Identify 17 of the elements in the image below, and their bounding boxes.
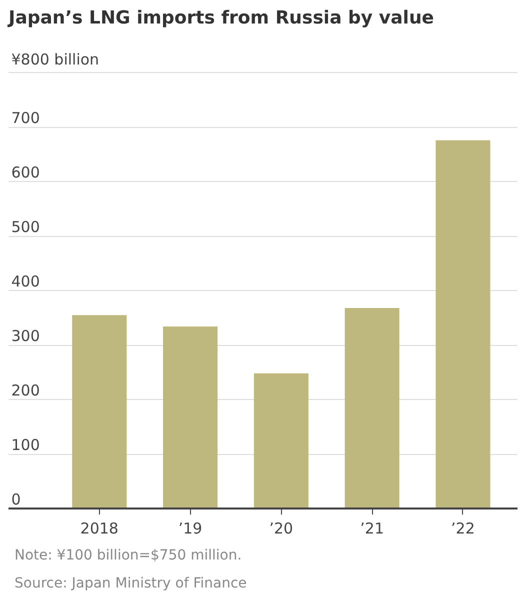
y-tick-label: ¥800 billion bbox=[11, 50, 100, 69]
y-tick-label: 700 bbox=[11, 109, 40, 128]
x-tick-label: 2018 bbox=[80, 520, 118, 538]
x-tick-label: ’20 bbox=[269, 520, 294, 538]
y-tick-label: 600 bbox=[11, 164, 40, 182]
x-tick-label: ’22 bbox=[451, 520, 475, 538]
y-tick-label: 100 bbox=[11, 436, 40, 454]
y-tick-label: 200 bbox=[11, 382, 40, 400]
chart-title: Japan’s LNG imports from Russia by value bbox=[6, 8, 434, 28]
x-tick-label: ’21 bbox=[360, 520, 384, 538]
y-tick-label: 0 bbox=[11, 490, 21, 508]
source-note: Source: Japan Ministry of Finance bbox=[14, 576, 247, 592]
y-tick-label: 400 bbox=[11, 272, 40, 291]
y-tick-label: 300 bbox=[11, 327, 40, 346]
y-tick-label: 500 bbox=[11, 218, 40, 236]
text: Note: ¥100 billion=$750 million. bbox=[14, 548, 242, 564]
x-tick-label: ’19 bbox=[178, 520, 202, 538]
